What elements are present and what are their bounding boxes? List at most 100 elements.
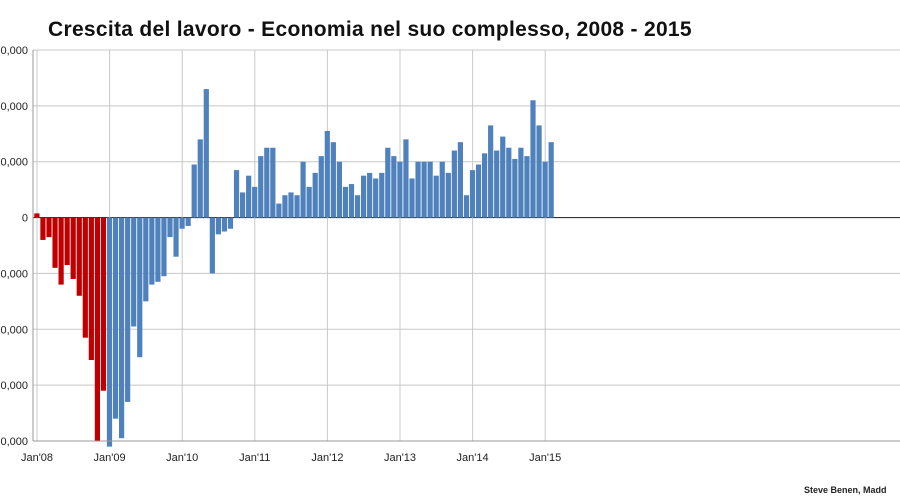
bar bbox=[209, 217, 215, 274]
x-tick-label: Jan'11 bbox=[239, 452, 270, 464]
bar bbox=[46, 217, 52, 238]
bar bbox=[155, 217, 161, 282]
bar bbox=[240, 192, 246, 218]
bar bbox=[191, 164, 197, 218]
y-tick-label: 200,000 bbox=[0, 157, 28, 169]
bar bbox=[203, 89, 209, 218]
bar bbox=[131, 217, 137, 327]
bar bbox=[112, 217, 119, 419]
bar-layer bbox=[34, 89, 554, 447]
y-tick-label: 0 bbox=[22, 213, 28, 225]
bar bbox=[530, 100, 536, 218]
x-tick-label: Jan'15 bbox=[529, 452, 561, 464]
bar bbox=[324, 130, 330, 218]
bar bbox=[100, 217, 107, 391]
y-tick-label: -200,000 bbox=[0, 268, 28, 280]
bar bbox=[433, 175, 439, 218]
bar bbox=[252, 186, 258, 218]
bar bbox=[318, 156, 324, 218]
bar bbox=[518, 147, 524, 218]
bar bbox=[288, 192, 294, 218]
bar bbox=[161, 217, 167, 277]
bar bbox=[506, 147, 512, 218]
bar bbox=[282, 195, 288, 218]
bar bbox=[76, 217, 82, 296]
bar bbox=[415, 161, 421, 218]
bar bbox=[421, 161, 427, 218]
bar bbox=[475, 164, 482, 218]
bar bbox=[312, 172, 318, 218]
bar bbox=[143, 217, 149, 302]
bar bbox=[494, 150, 500, 218]
bar bbox=[40, 217, 46, 240]
x-tick-label: Jan'08 bbox=[21, 452, 53, 464]
bar bbox=[336, 161, 342, 218]
y-tick-label: 600,000 bbox=[0, 45, 28, 57]
bar bbox=[173, 217, 179, 257]
bar bbox=[451, 150, 457, 218]
bar bbox=[88, 217, 94, 361]
bar bbox=[270, 147, 276, 218]
bar bbox=[397, 161, 403, 218]
bar bbox=[427, 161, 433, 218]
bar bbox=[348, 184, 355, 218]
bar bbox=[137, 217, 143, 358]
bar bbox=[125, 217, 131, 402]
x-tick-label: Jan'12 bbox=[311, 452, 343, 464]
bar bbox=[500, 136, 506, 218]
bar bbox=[391, 156, 397, 218]
x-tick-label: Jan'10 bbox=[166, 452, 198, 464]
bar bbox=[306, 186, 312, 218]
bar bbox=[482, 153, 488, 218]
bar bbox=[227, 217, 234, 229]
bar bbox=[409, 178, 415, 218]
bar bbox=[548, 142, 554, 218]
bar bbox=[354, 195, 361, 218]
bar bbox=[463, 195, 470, 218]
bar bbox=[536, 125, 542, 218]
y-tick-label: 400,000 bbox=[0, 101, 28, 113]
bar bbox=[197, 139, 203, 218]
bar bbox=[524, 156, 530, 218]
bar bbox=[167, 217, 173, 238]
bar bbox=[276, 203, 282, 218]
bar bbox=[445, 172, 451, 218]
bar bbox=[385, 147, 391, 218]
bar bbox=[246, 175, 252, 218]
y-tick-label: -400,000 bbox=[0, 324, 28, 336]
bar bbox=[106, 217, 113, 447]
bar bbox=[64, 217, 70, 266]
bar bbox=[34, 213, 40, 218]
x-tick-label: Jan'14 bbox=[457, 452, 489, 464]
bar bbox=[70, 217, 76, 280]
bar bbox=[185, 217, 191, 226]
bar bbox=[300, 161, 306, 218]
bar bbox=[119, 217, 125, 439]
bar bbox=[457, 142, 463, 218]
bar bbox=[258, 156, 264, 218]
bar bbox=[264, 147, 270, 218]
bar bbox=[342, 186, 349, 218]
bar bbox=[179, 217, 185, 229]
chart-title: Crescita del lavoro - Economia nel suo c… bbox=[48, 18, 692, 41]
y-tick-label: -600,000 bbox=[0, 380, 28, 392]
bar bbox=[469, 170, 476, 218]
bar bbox=[94, 217, 100, 441]
bar bbox=[373, 178, 379, 218]
bar bbox=[82, 217, 88, 338]
bar bbox=[52, 217, 58, 268]
bar bbox=[361, 175, 367, 218]
bar bbox=[488, 125, 494, 218]
bar bbox=[542, 161, 548, 218]
bar bbox=[379, 172, 385, 218]
x-tick-label: Jan'13 bbox=[384, 452, 416, 464]
bar bbox=[233, 170, 240, 218]
y-tick-label: -800,000 bbox=[0, 436, 28, 448]
bar bbox=[512, 158, 518, 218]
bar bbox=[58, 217, 64, 285]
bar bbox=[330, 142, 336, 218]
bar bbox=[221, 217, 228, 232]
bar bbox=[439, 161, 445, 218]
axis-layer: -800,000 -600,000 -400,000 -200,000 0 200,000… bbox=[0, 45, 900, 464]
